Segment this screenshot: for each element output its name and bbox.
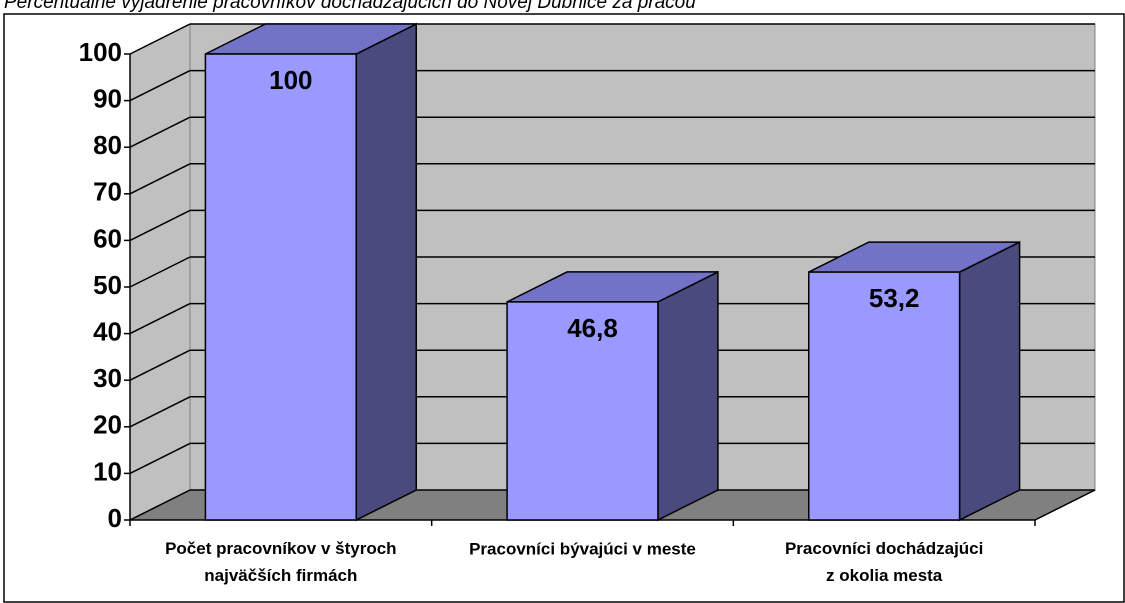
grid-line xyxy=(129,23,191,55)
grid-line xyxy=(129,256,191,288)
bar-side xyxy=(657,270,719,522)
y-tick-label: 100 xyxy=(79,37,122,67)
y-tick-label: 20 xyxy=(93,410,122,440)
value-label: 100 xyxy=(269,65,312,95)
y-tick-label: 10 xyxy=(93,456,122,486)
value-label: 46,8 xyxy=(567,313,618,343)
grid-line xyxy=(129,302,191,335)
grid-line xyxy=(129,116,191,148)
y-tick-label: 0 xyxy=(108,503,122,533)
y-tick-label: 50 xyxy=(93,270,122,300)
y-tick-label: 70 xyxy=(93,177,122,207)
grid-line xyxy=(129,442,191,475)
y-tick-label: 30 xyxy=(93,363,122,393)
x-tick-label: Pracovníci bývajúci v meste xyxy=(469,539,696,558)
value-label: 53,2 xyxy=(869,283,920,313)
grid-line xyxy=(129,69,191,102)
bar xyxy=(204,53,357,521)
y-tick-label: 60 xyxy=(93,223,122,253)
x-tick-label: Počet pracovníkov v štyroch najväčších fi… xyxy=(165,539,396,585)
y-tick-label: 90 xyxy=(93,83,122,113)
grid-line xyxy=(129,349,191,381)
y-tick-label: 80 xyxy=(93,130,122,160)
grid-line xyxy=(129,396,191,428)
grid-line xyxy=(129,209,191,242)
bar-side xyxy=(355,22,417,522)
bar-side xyxy=(958,240,1021,522)
y-tick-label: 40 xyxy=(93,316,122,346)
x-tick-label: Pracovníci dochádzajúci z okolia mesta xyxy=(785,539,983,585)
grid-line xyxy=(129,489,191,521)
bar xyxy=(506,301,659,521)
grid-line xyxy=(129,163,191,195)
floor-edge xyxy=(1034,489,1096,521)
chart-title: Percentuálne vyjadrenie pracovníkov doch… xyxy=(4,0,696,13)
bar xyxy=(808,271,961,521)
